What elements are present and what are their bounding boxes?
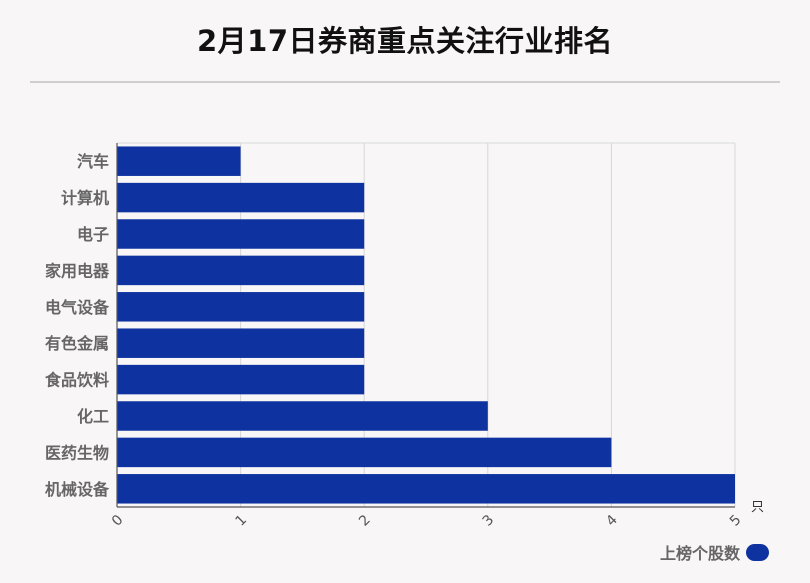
bar-9 bbox=[117, 437, 612, 468]
y-tick-label: 电气设备 bbox=[45, 298, 110, 317]
bar-10 bbox=[117, 474, 735, 504]
y-tick-label: 有色金属 bbox=[45, 334, 109, 353]
bar-5 bbox=[117, 292, 365, 322]
y-tick-label: 电子 bbox=[77, 225, 109, 244]
y-tick-label: 机械设备 bbox=[45, 480, 110, 499]
bar-6 bbox=[117, 328, 365, 358]
x-tick-label: 2 bbox=[356, 512, 374, 530]
x-tick-label: 1 bbox=[232, 512, 250, 530]
y-tick-label: 计算机 bbox=[61, 189, 109, 208]
bar-1 bbox=[117, 146, 241, 176]
legend-label: 上榜个股数 bbox=[659, 544, 740, 563]
x-tick-label: 0 bbox=[109, 512, 127, 530]
legend[interactable]: 上榜个股数 bbox=[660, 540, 769, 564]
x-tick-label: 4 bbox=[603, 512, 621, 530]
y-tick-label: 化工 bbox=[77, 407, 109, 426]
bar-7 bbox=[117, 364, 365, 395]
x-tick-label: 5 bbox=[727, 512, 745, 530]
bar-3 bbox=[117, 219, 365, 249]
bar-4 bbox=[117, 255, 365, 286]
x-tick-label: 3 bbox=[480, 512, 498, 530]
y-tick-label: 食品饮料 bbox=[44, 371, 109, 390]
legend-swatch bbox=[746, 543, 769, 561]
bar-8 bbox=[117, 401, 488, 431]
y-tick-label: 医药生物 bbox=[45, 443, 109, 462]
y-tick-label: 家用电器 bbox=[45, 261, 110, 280]
y-tick-label: 汽车 bbox=[77, 152, 109, 171]
chart-title: 2月17日券商重点关注行业排名 bbox=[196, 24, 614, 58]
title-divider bbox=[30, 81, 780, 83]
x-axis-unit: 只 bbox=[751, 500, 764, 515]
bar-2 bbox=[117, 182, 365, 213]
